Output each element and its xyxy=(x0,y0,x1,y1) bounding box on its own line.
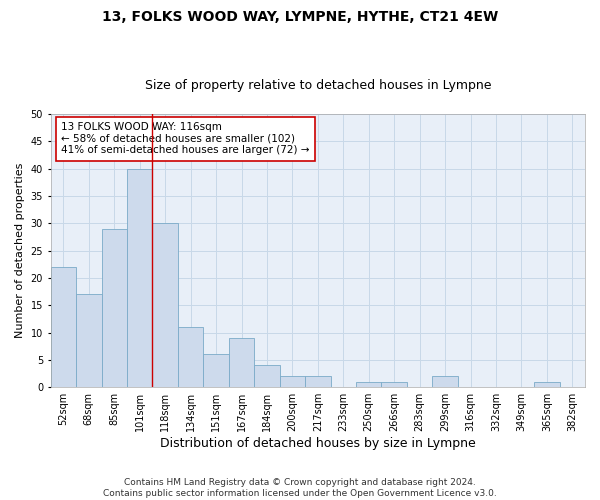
Bar xyxy=(534,382,560,387)
Bar xyxy=(178,327,203,387)
Bar xyxy=(280,376,305,387)
Bar xyxy=(356,382,382,387)
Bar xyxy=(203,354,229,387)
Bar xyxy=(382,382,407,387)
Bar xyxy=(152,224,178,387)
Y-axis label: Number of detached properties: Number of detached properties xyxy=(15,163,25,338)
X-axis label: Distribution of detached houses by size in Lympne: Distribution of detached houses by size … xyxy=(160,437,476,450)
Bar xyxy=(101,228,127,387)
Bar xyxy=(127,168,152,387)
Bar xyxy=(76,294,101,387)
Bar xyxy=(433,376,458,387)
Text: 13, FOLKS WOOD WAY, LYMPNE, HYTHE, CT21 4EW: 13, FOLKS WOOD WAY, LYMPNE, HYTHE, CT21 … xyxy=(102,10,498,24)
Text: Contains HM Land Registry data © Crown copyright and database right 2024.
Contai: Contains HM Land Registry data © Crown c… xyxy=(103,478,497,498)
Title: Size of property relative to detached houses in Lympne: Size of property relative to detached ho… xyxy=(145,79,491,92)
Bar xyxy=(305,376,331,387)
Bar xyxy=(50,267,76,387)
Text: 13 FOLKS WOOD WAY: 116sqm
← 58% of detached houses are smaller (102)
41% of semi: 13 FOLKS WOOD WAY: 116sqm ← 58% of detac… xyxy=(61,122,310,156)
Bar xyxy=(229,338,254,387)
Bar xyxy=(254,366,280,387)
